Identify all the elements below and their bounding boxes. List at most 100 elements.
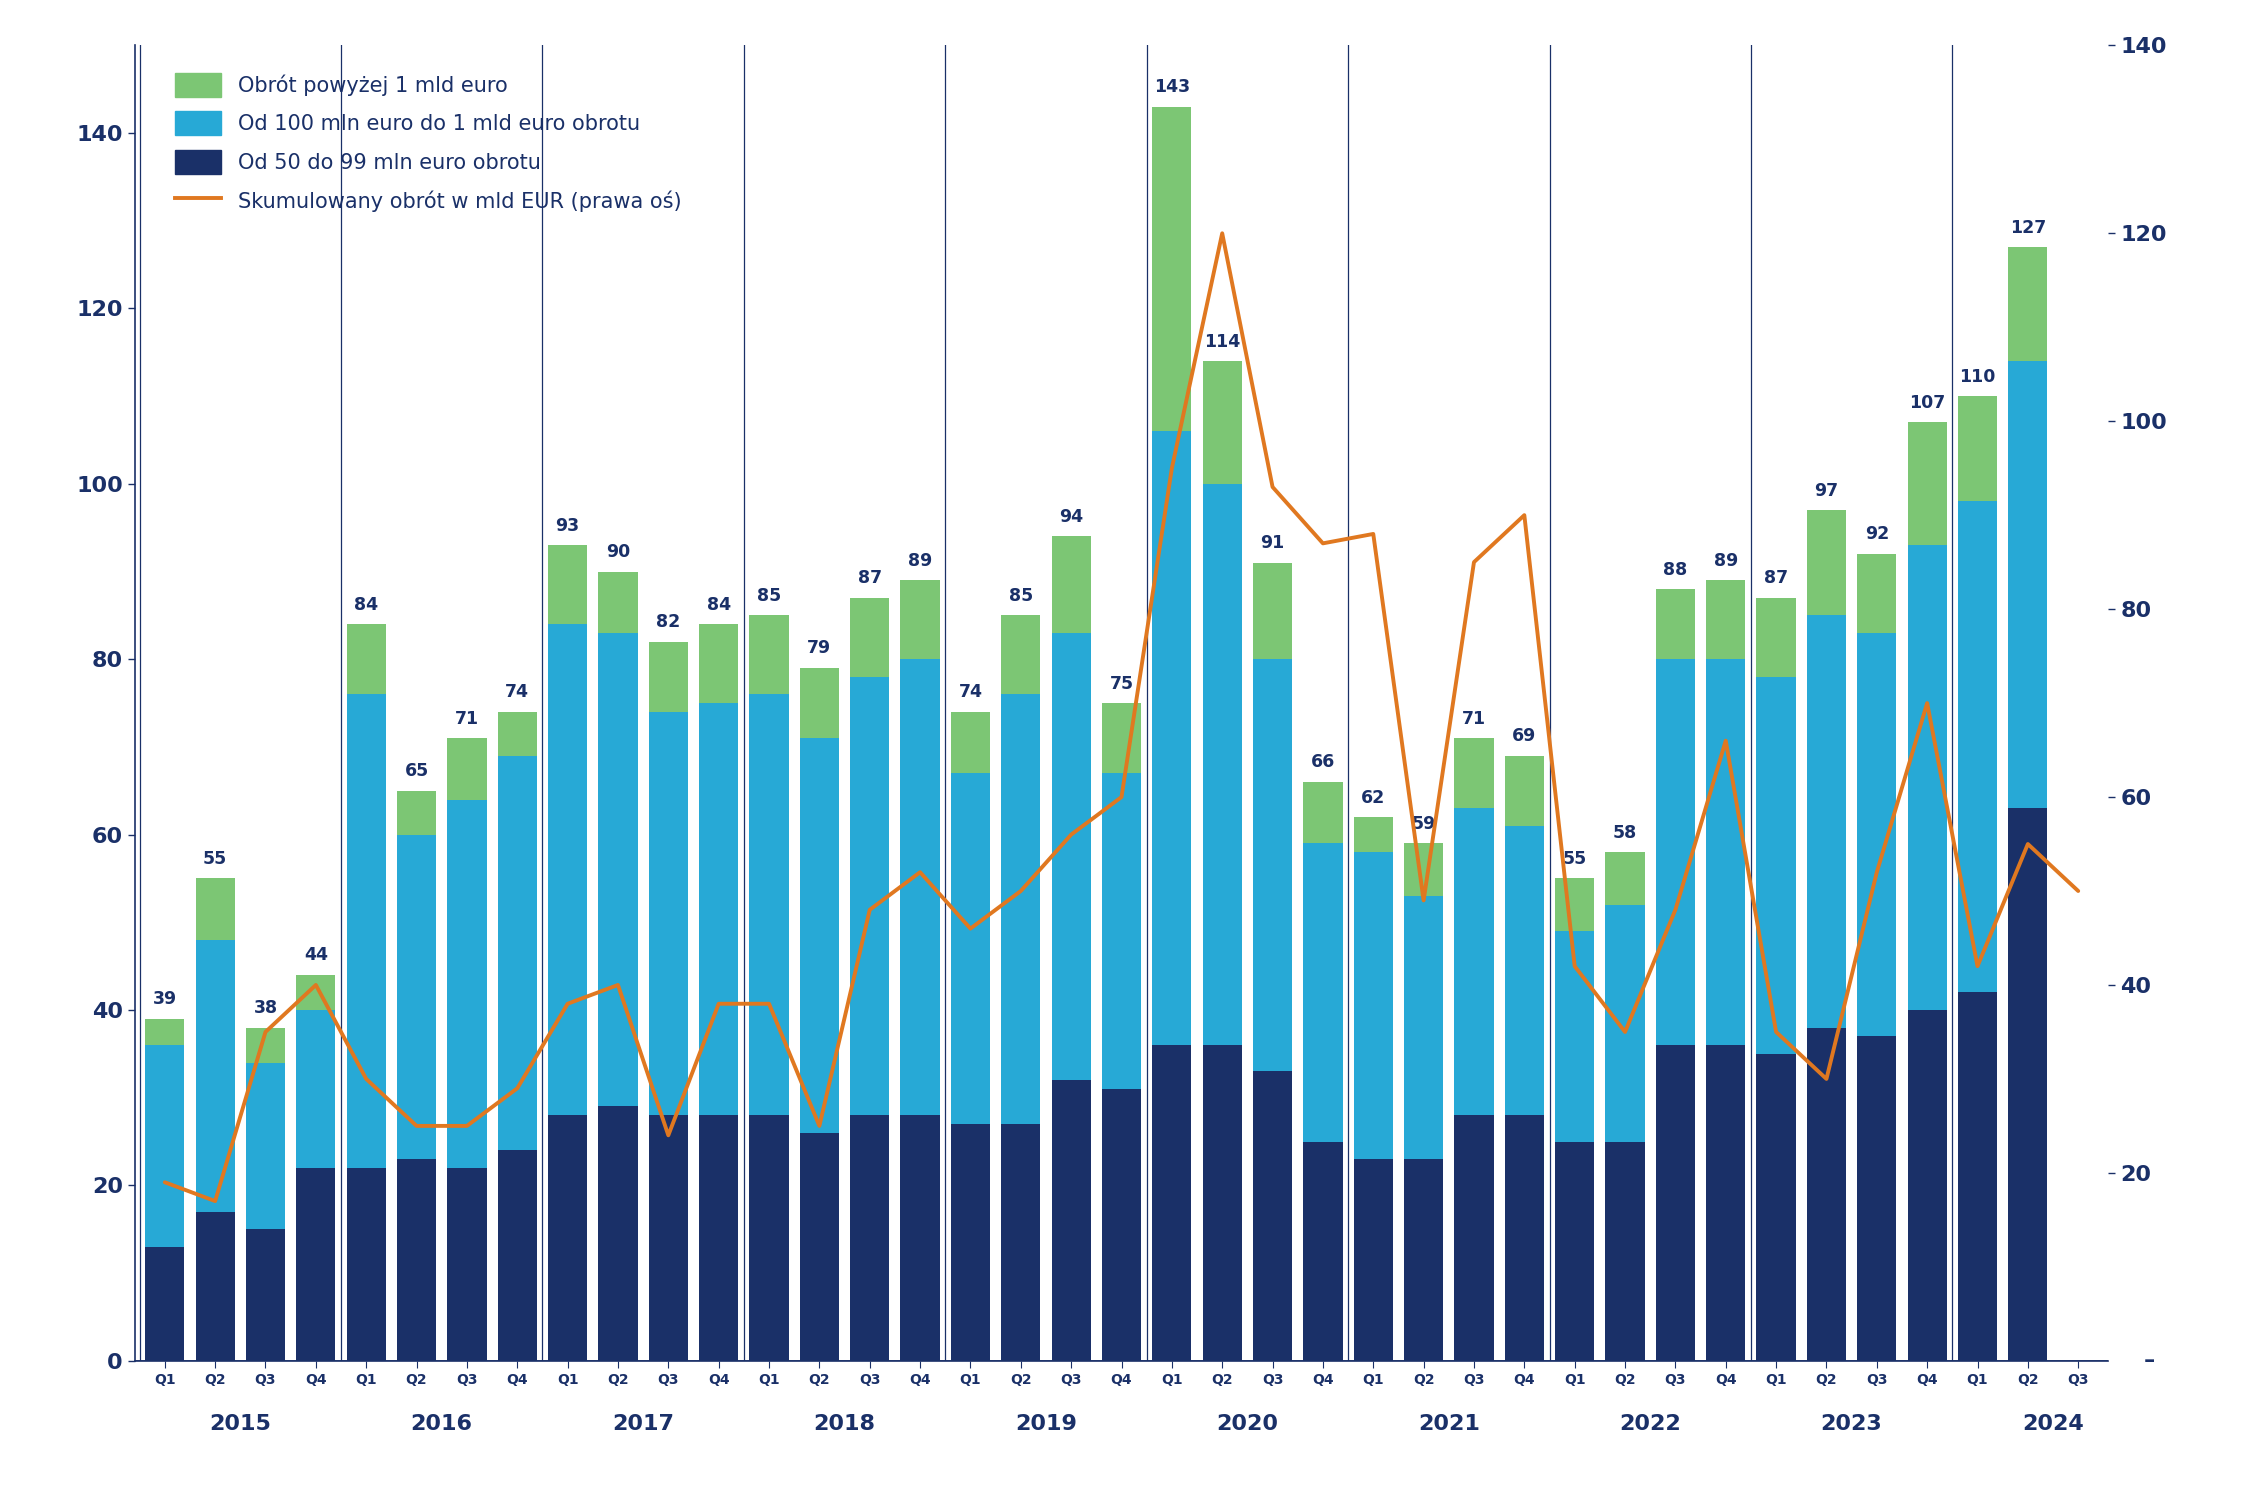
- Bar: [146, 1045, 184, 1247]
- Text: 39: 39: [153, 990, 177, 1009]
- Text: 110: 110: [1960, 367, 1996, 386]
- Bar: [648, 641, 689, 712]
- Bar: [1153, 431, 1191, 1045]
- Bar: [296, 1167, 336, 1361]
- Text: 2020: 2020: [1216, 1414, 1279, 1433]
- Bar: [547, 624, 588, 1116]
- Bar: [951, 712, 989, 773]
- Bar: [397, 791, 435, 835]
- Text: 87: 87: [857, 570, 881, 587]
- Text: 91: 91: [1261, 534, 1285, 552]
- Text: 2016: 2016: [410, 1414, 473, 1433]
- Text: 82: 82: [657, 614, 680, 631]
- Text: 87: 87: [1763, 570, 1788, 587]
- Bar: [1756, 677, 1797, 1054]
- Text: 2023: 2023: [1821, 1414, 1882, 1433]
- Text: 69: 69: [1512, 727, 1536, 745]
- Text: 2019: 2019: [1016, 1414, 1077, 1433]
- Bar: [446, 800, 487, 1167]
- Text: 97: 97: [1815, 482, 1839, 499]
- Text: 88: 88: [1664, 561, 1687, 579]
- Text: 127: 127: [2010, 219, 2046, 236]
- Bar: [1453, 809, 1494, 1116]
- Bar: [1353, 1160, 1393, 1361]
- Bar: [1153, 107, 1191, 431]
- Text: 66: 66: [1310, 753, 1335, 771]
- Bar: [1000, 1123, 1041, 1361]
- Bar: [1857, 553, 1895, 634]
- Text: 74: 74: [958, 683, 982, 702]
- Text: 114: 114: [1204, 333, 1240, 351]
- Bar: [247, 1229, 285, 1361]
- Bar: [446, 738, 487, 800]
- Text: 94: 94: [1059, 508, 1083, 526]
- Bar: [1756, 1054, 1797, 1361]
- Bar: [850, 677, 890, 1116]
- Bar: [1958, 396, 1996, 502]
- Bar: [1505, 756, 1543, 826]
- Text: 143: 143: [1153, 79, 1191, 97]
- Bar: [700, 1116, 738, 1361]
- Text: 62: 62: [1362, 789, 1386, 806]
- Bar: [749, 615, 790, 694]
- Bar: [1101, 773, 1142, 1089]
- Bar: [397, 1160, 435, 1361]
- Bar: [749, 1116, 790, 1361]
- Bar: [599, 634, 637, 1107]
- Bar: [397, 835, 435, 1160]
- Bar: [1505, 1116, 1543, 1361]
- Bar: [1554, 1142, 1595, 1361]
- Bar: [1505, 826, 1543, 1116]
- Bar: [951, 1123, 989, 1361]
- Text: –: –: [2144, 1350, 2156, 1371]
- Bar: [899, 659, 940, 1116]
- Text: 55: 55: [1563, 850, 1586, 868]
- Bar: [1554, 878, 1595, 931]
- Bar: [1052, 634, 1090, 1080]
- Bar: [146, 1247, 184, 1361]
- Text: 85: 85: [756, 587, 781, 605]
- Bar: [1907, 1010, 1947, 1361]
- Text: 2017: 2017: [612, 1414, 675, 1433]
- Text: 84: 84: [707, 596, 731, 614]
- Bar: [850, 597, 890, 677]
- Bar: [648, 1116, 689, 1361]
- Bar: [599, 572, 637, 634]
- Bar: [348, 624, 386, 694]
- Bar: [1907, 546, 1947, 1010]
- Text: 90: 90: [606, 543, 630, 561]
- Legend: Obrót powyżej 1 mld euro, Od 100 mln euro do 1 mld euro obrotu, Od 50 do 99 mln : Obrót powyżej 1 mld euro, Od 100 mln eur…: [164, 62, 691, 224]
- Bar: [247, 1063, 285, 1229]
- Text: 89: 89: [908, 552, 933, 570]
- Text: 44: 44: [303, 947, 327, 965]
- Bar: [498, 1151, 536, 1361]
- Text: 2018: 2018: [814, 1414, 875, 1433]
- Text: 85: 85: [1009, 587, 1034, 605]
- Text: 55: 55: [204, 850, 227, 868]
- Text: 84: 84: [354, 596, 379, 614]
- Bar: [899, 581, 940, 659]
- Text: 2021: 2021: [1418, 1414, 1480, 1433]
- Bar: [1202, 1045, 1243, 1361]
- Text: 65: 65: [404, 762, 428, 780]
- Text: 107: 107: [1909, 395, 1945, 411]
- Text: 2024: 2024: [2023, 1414, 2084, 1433]
- Text: 71: 71: [1462, 709, 1487, 727]
- Text: 2015: 2015: [209, 1414, 271, 1433]
- Bar: [1756, 597, 1797, 677]
- Bar: [348, 694, 386, 1167]
- Text: 92: 92: [1864, 526, 1889, 543]
- Bar: [1907, 422, 1947, 546]
- Bar: [1353, 816, 1393, 853]
- Bar: [1707, 1045, 1745, 1361]
- Bar: [547, 1116, 588, 1361]
- Bar: [2007, 246, 2048, 361]
- Bar: [348, 1167, 386, 1361]
- Text: 58: 58: [1613, 824, 1637, 842]
- Text: 89: 89: [1714, 552, 1738, 570]
- Bar: [1254, 1072, 1292, 1361]
- Bar: [498, 712, 536, 756]
- Bar: [801, 1132, 839, 1361]
- Bar: [1052, 537, 1090, 634]
- Bar: [951, 773, 989, 1123]
